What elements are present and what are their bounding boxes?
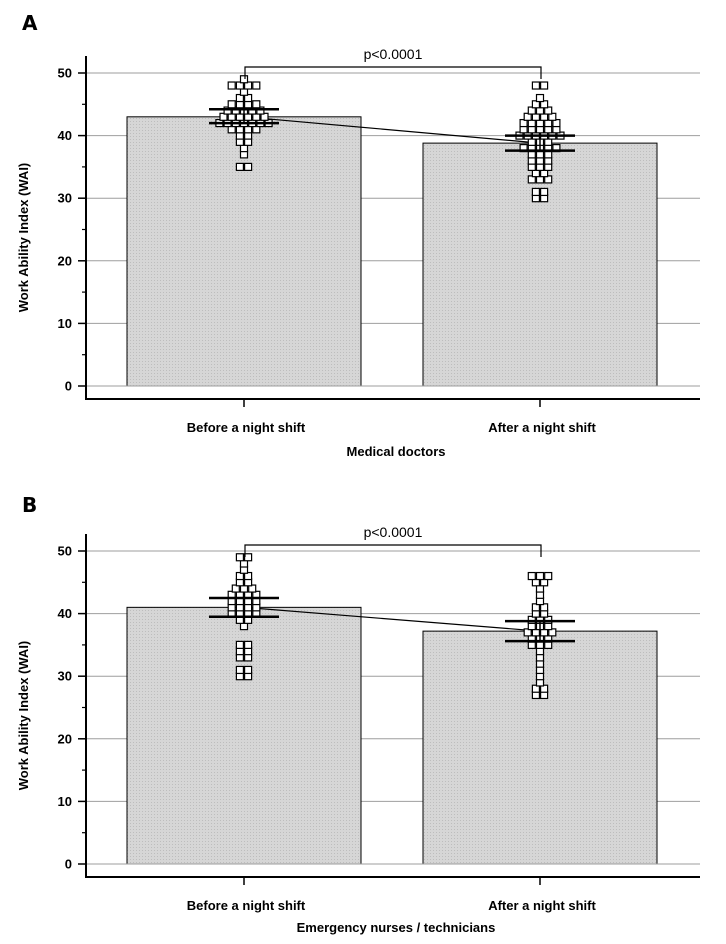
data-point [239, 559, 249, 568]
data-point [544, 571, 553, 581]
data-point [239, 75, 249, 84]
y-tick-label: 40 [58, 128, 72, 143]
y-tick-label: 0 [65, 857, 72, 872]
panel-letter: B [22, 493, 37, 517]
data-point [535, 93, 545, 103]
data-point [519, 118, 528, 128]
data-point [544, 175, 553, 184]
data-point [244, 162, 253, 171]
significance-bracket [244, 66, 542, 79]
x-tick-label: After a night shift [488, 898, 596, 913]
data-point [244, 640, 253, 650]
data-point [239, 622, 249, 631]
data-point [235, 640, 244, 650]
bar [126, 606, 362, 865]
y-axis-title: Work Ability Index (WAI) [16, 163, 31, 313]
x-axis-title: Emergency nurses / technicians [297, 920, 496, 935]
data-point [527, 175, 536, 184]
data-point [235, 665, 244, 675]
y-tick-label: 10 [58, 794, 72, 809]
y-tick-label: 20 [58, 253, 72, 268]
mean-connector-line [243, 606, 541, 632]
significance-label: p<0.0001 [364, 46, 423, 62]
data-point [527, 615, 536, 624]
data-point [531, 81, 541, 90]
data-point [244, 665, 253, 675]
x-tick-label: Before a night shift [187, 420, 306, 435]
data-point [227, 100, 236, 109]
significance-bracket [244, 544, 542, 557]
data-point [539, 81, 549, 90]
y-tick-label: 40 [58, 606, 72, 621]
data-point [544, 106, 553, 115]
x-tick-label: Before a night shift [187, 898, 306, 913]
bar [422, 142, 658, 387]
data-point [252, 100, 261, 109]
panel-b: B 0 10 20 30 40 50 Before a night shift After a … [16, 493, 700, 935]
data-point [252, 81, 261, 90]
data-point [544, 615, 553, 624]
data-point [219, 112, 228, 121]
data-point [244, 571, 253, 581]
y-tick-label: 0 [65, 379, 72, 394]
data-point [535, 571, 545, 581]
y-axis-title: Work Ability Index (WAI) [16, 641, 31, 791]
data-point [239, 584, 249, 593]
data-point [527, 571, 536, 581]
x-tick-label: After a night shift [488, 420, 596, 435]
data-point [260, 112, 269, 121]
data-point [235, 571, 244, 581]
y-tick-label: 30 [58, 669, 72, 684]
y-tick-label: 10 [58, 316, 72, 331]
y-tick-label: 50 [58, 544, 72, 559]
y-tick-label: 30 [58, 191, 72, 206]
significance-label: p<0.0001 [364, 524, 423, 540]
y-tick-label: 50 [58, 66, 72, 81]
data-point [235, 162, 244, 171]
data-point [244, 93, 253, 103]
data-point [244, 81, 253, 90]
y-tick-label: 20 [58, 731, 72, 746]
data-point [235, 553, 244, 562]
x-axis-title: Medical doctors [347, 444, 446, 459]
data-point [244, 553, 253, 562]
data-point [235, 81, 244, 90]
panel-a: A 0 10 20 30 40 50 Before a night shift After a … [16, 11, 700, 459]
data-point [256, 106, 265, 115]
data-point [539, 187, 549, 197]
panel-letter: A [22, 11, 38, 35]
bar [126, 116, 362, 387]
data-point [527, 106, 536, 115]
mean-connector-line [243, 116, 541, 144]
data-point [239, 144, 249, 153]
data-point [552, 118, 561, 128]
data-point [227, 81, 236, 90]
data-point [235, 93, 244, 103]
data-point [531, 187, 541, 197]
data-point [239, 87, 249, 96]
